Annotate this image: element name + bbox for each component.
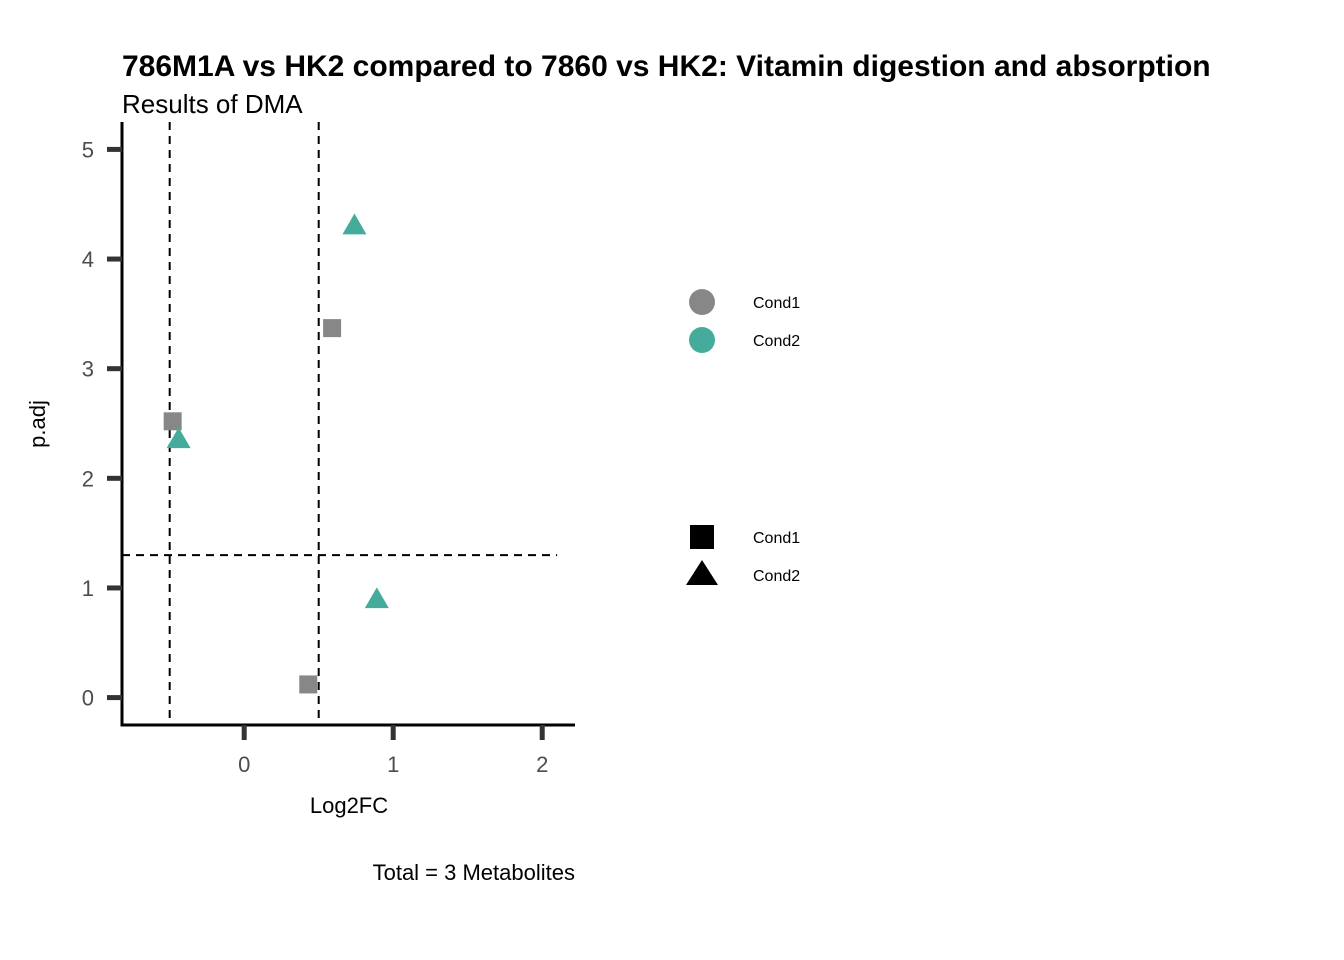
data-point-triangle — [364, 587, 389, 609]
chart-subtitle: Results of DMA — [122, 89, 303, 119]
x-tick-label: 1 — [387, 752, 399, 777]
legend-label: Cond1 — [753, 530, 800, 547]
legend-label: Cond2 — [753, 568, 800, 585]
y-tick-label: 2 — [82, 466, 94, 491]
legend-key-square — [690, 525, 714, 549]
y-axis-title: p.adj — [25, 400, 50, 448]
legend-key-circle — [689, 289, 715, 315]
data-point-triangle — [166, 427, 191, 449]
color-legend: Cond1 Cond2 — [689, 289, 800, 353]
x-axis-title: Log2FC — [310, 793, 388, 818]
x-tick-label: 0 — [238, 752, 250, 777]
x-tick-label: 2 — [536, 752, 548, 777]
threshold-lines — [122, 122, 558, 725]
axes: 0 1 2 3 4 5 0 1 2 — [82, 122, 575, 777]
data-point-square — [323, 319, 342, 338]
legend-key-circle — [689, 327, 715, 353]
legend-key-triangle — [686, 560, 718, 585]
data-point-square — [163, 412, 182, 431]
y-tick-label: 0 — [82, 686, 94, 711]
chart-title: 786M1A vs HK2 compared to 7860 vs HK2: V… — [122, 50, 1211, 83]
legend-label: Cond2 — [753, 333, 800, 350]
data-point-square — [299, 675, 318, 694]
shape-legend: Cond1 Cond2 — [686, 525, 800, 585]
data-points — [163, 213, 389, 694]
y-tick-label: 1 — [82, 576, 94, 601]
y-tick-label: 5 — [82, 137, 94, 162]
y-tick-label: 4 — [82, 247, 94, 272]
y-tick-label: 3 — [82, 357, 94, 382]
data-point-triangle — [342, 213, 367, 235]
chart-caption: Total = 3 Metabolites — [373, 860, 575, 885]
legend-label: Cond1 — [753, 295, 800, 312]
